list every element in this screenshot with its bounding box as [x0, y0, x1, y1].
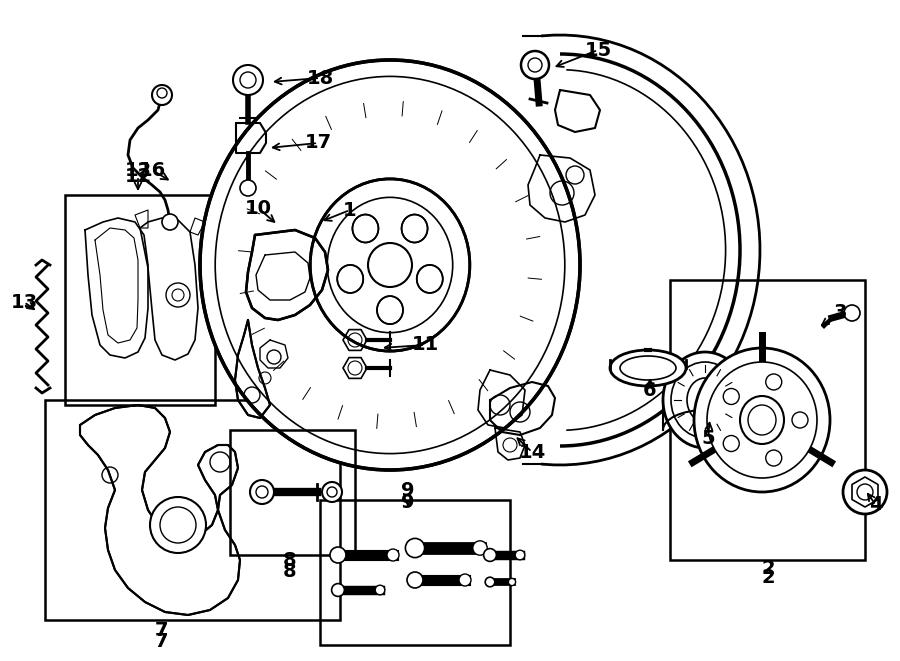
Circle shape: [152, 85, 172, 105]
Text: 18: 18: [306, 69, 334, 87]
Circle shape: [472, 541, 487, 555]
Text: 2: 2: [761, 559, 775, 578]
Circle shape: [459, 574, 471, 586]
Circle shape: [515, 550, 525, 560]
Text: 11: 11: [411, 336, 438, 354]
Circle shape: [792, 412, 808, 428]
Ellipse shape: [694, 348, 830, 492]
Circle shape: [724, 389, 739, 405]
Ellipse shape: [610, 350, 686, 386]
Circle shape: [485, 577, 495, 587]
Text: 12: 12: [124, 167, 151, 186]
Circle shape: [724, 436, 739, 451]
Circle shape: [250, 480, 274, 504]
Bar: [65, 195, 215, 405]
Text: 4: 4: [869, 496, 883, 514]
Text: 7: 7: [155, 632, 169, 651]
Text: 14: 14: [518, 442, 545, 461]
Circle shape: [483, 549, 497, 561]
Text: 5: 5: [701, 428, 715, 447]
Text: 9: 9: [401, 481, 415, 500]
Text: 1: 1: [343, 200, 356, 219]
Text: 8: 8: [284, 551, 297, 570]
Bar: [670, 280, 865, 560]
Circle shape: [322, 482, 342, 502]
Text: 16: 16: [139, 161, 166, 180]
Text: 8: 8: [284, 562, 297, 581]
Circle shape: [844, 305, 860, 321]
Ellipse shape: [377, 296, 403, 324]
Ellipse shape: [417, 265, 443, 293]
Ellipse shape: [338, 265, 364, 293]
Circle shape: [387, 549, 399, 561]
Bar: [45, 400, 340, 620]
Ellipse shape: [401, 215, 428, 243]
Circle shape: [233, 65, 263, 95]
Circle shape: [508, 578, 516, 586]
Circle shape: [240, 180, 256, 196]
Circle shape: [368, 243, 412, 287]
Text: 13: 13: [11, 293, 38, 311]
Bar: [230, 430, 355, 555]
Circle shape: [843, 470, 887, 514]
Text: 6: 6: [644, 381, 657, 399]
Circle shape: [407, 572, 423, 588]
Circle shape: [150, 497, 206, 553]
Text: 12: 12: [124, 161, 151, 180]
Ellipse shape: [663, 352, 747, 448]
Circle shape: [331, 584, 345, 596]
Bar: [320, 500, 510, 645]
Circle shape: [405, 539, 425, 558]
Text: 9: 9: [401, 492, 415, 512]
Text: 17: 17: [304, 134, 331, 153]
Ellipse shape: [310, 179, 470, 351]
Text: 3: 3: [833, 303, 847, 321]
Ellipse shape: [353, 215, 378, 243]
Ellipse shape: [740, 396, 784, 444]
Text: 10: 10: [245, 198, 272, 217]
Circle shape: [375, 585, 385, 595]
Ellipse shape: [200, 60, 580, 470]
Text: 15: 15: [584, 40, 612, 59]
Circle shape: [766, 450, 782, 466]
Circle shape: [521, 51, 549, 79]
Text: 7: 7: [155, 621, 169, 639]
Circle shape: [766, 374, 782, 390]
Circle shape: [162, 214, 178, 230]
Text: 2: 2: [761, 568, 775, 587]
Circle shape: [330, 547, 346, 563]
